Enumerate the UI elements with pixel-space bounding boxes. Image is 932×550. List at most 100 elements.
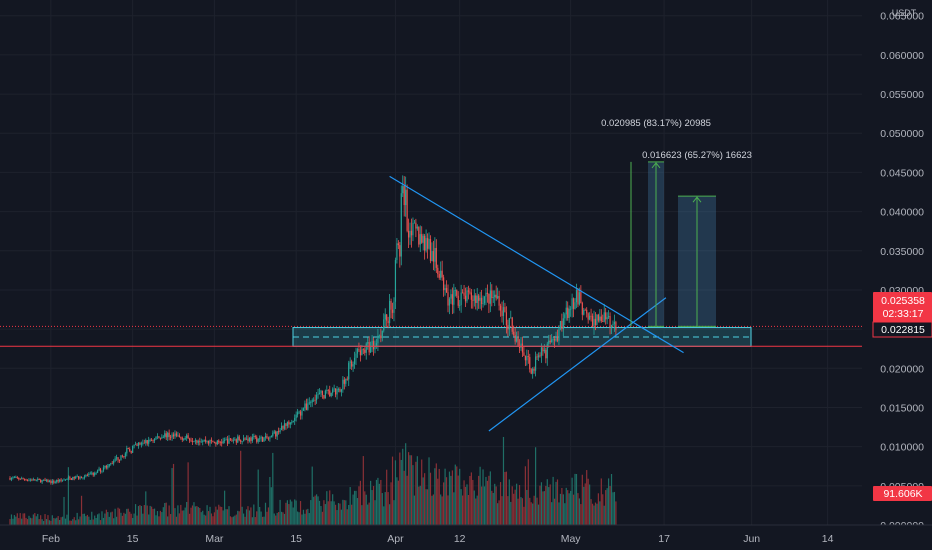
volume-bar <box>311 466 313 525</box>
volume-bar <box>536 497 538 525</box>
candle-body <box>431 251 433 261</box>
volume-bar <box>460 489 462 525</box>
price-axis-bg[interactable] <box>862 0 932 525</box>
candle-body <box>507 325 509 330</box>
candle-body <box>443 277 445 291</box>
volume-bar <box>25 517 27 525</box>
volume-bar <box>175 516 178 525</box>
candle-body <box>95 472 97 474</box>
volume-bar <box>69 520 71 525</box>
volume-bar <box>152 508 154 525</box>
volume-bar <box>367 504 369 525</box>
candle-body <box>117 457 119 461</box>
candle-body <box>364 349 366 353</box>
candle-body <box>237 436 239 443</box>
support-zone-box[interactable] <box>292 327 752 347</box>
volume-bar <box>364 491 366 525</box>
volume-bar <box>597 493 599 525</box>
triangle-lower-line[interactable] <box>488 297 667 432</box>
volume-bar <box>378 483 380 525</box>
volume-bar <box>407 452 410 525</box>
volume-bar <box>553 498 556 525</box>
candle-body <box>158 436 160 438</box>
candle-body <box>136 444 138 446</box>
volume-bar <box>224 490 226 525</box>
volume-bar <box>409 455 411 525</box>
volume-bar <box>391 456 394 525</box>
volume-bar <box>200 512 202 525</box>
candle-body <box>316 394 318 401</box>
candle-body <box>365 343 367 353</box>
volume-bar <box>375 479 378 525</box>
volume-bar <box>234 515 236 525</box>
candle-body <box>549 340 551 343</box>
candle-body <box>124 453 126 457</box>
candle-body <box>218 440 220 443</box>
volume-bar <box>12 518 14 525</box>
volume-bar <box>95 517 97 525</box>
candle-body <box>346 378 348 380</box>
volume-bar <box>426 489 429 525</box>
candle-body <box>146 440 148 444</box>
candle-body <box>205 439 207 442</box>
candle-body <box>129 448 131 451</box>
volume-bar <box>610 473 613 525</box>
volume-bar <box>453 492 455 525</box>
candle-body <box>215 442 217 445</box>
candle-body <box>321 390 324 396</box>
volume-bar <box>507 496 509 525</box>
candle-body <box>527 356 529 358</box>
volume-bar <box>247 506 249 525</box>
volume-bar <box>510 501 512 525</box>
candle-body <box>326 390 328 391</box>
volume-bar <box>34 513 36 525</box>
volume-bar <box>577 493 579 525</box>
price-measures[interactable]: 0.020985 (83.17%) 20985 0.016623 (65.27%)… <box>601 118 752 327</box>
candle-body <box>351 361 353 367</box>
volume-bar <box>140 505 142 525</box>
candle-body <box>121 455 124 457</box>
candle-body <box>594 318 597 326</box>
volume-bar <box>578 498 580 525</box>
volume-bar <box>457 475 459 525</box>
volume-bar <box>57 516 59 525</box>
candle-body <box>486 292 489 295</box>
candle-body <box>107 465 109 468</box>
volume-bar <box>337 503 340 525</box>
volume-bar <box>596 503 598 525</box>
candle-body <box>161 437 163 439</box>
trend-drawings[interactable] <box>0 175 862 432</box>
volume-bar <box>123 512 125 525</box>
volume-bar <box>362 456 364 525</box>
volume-bar <box>346 509 348 525</box>
time-axis-bg[interactable] <box>0 525 932 550</box>
volume-bar <box>435 463 437 525</box>
volume-bar <box>111 511 113 525</box>
volume-bar <box>602 494 604 525</box>
support-zone[interactable] <box>292 327 752 347</box>
volume-bar <box>437 478 439 525</box>
volume-bar <box>329 490 331 525</box>
volume-bar <box>470 472 472 525</box>
volume-bar <box>383 506 385 525</box>
volume-bar <box>330 501 332 525</box>
candle-body <box>424 235 426 251</box>
candle-body <box>276 431 278 437</box>
candle-body <box>349 361 351 363</box>
volume-bar <box>495 486 497 525</box>
volume-bar <box>148 514 150 525</box>
volume-bar <box>445 477 448 525</box>
candle-body <box>394 260 397 302</box>
candle-body <box>102 467 105 471</box>
candle-body <box>546 343 548 359</box>
triangle-upper-line[interactable] <box>389 175 684 354</box>
candle-body <box>391 309 394 313</box>
candle-body <box>148 439 150 444</box>
volume-bar <box>207 511 210 525</box>
volume-bar <box>526 489 528 525</box>
candle-body <box>272 432 274 436</box>
volume-bar <box>89 519 91 525</box>
candle-body <box>521 343 524 353</box>
volume-bar <box>218 504 220 525</box>
